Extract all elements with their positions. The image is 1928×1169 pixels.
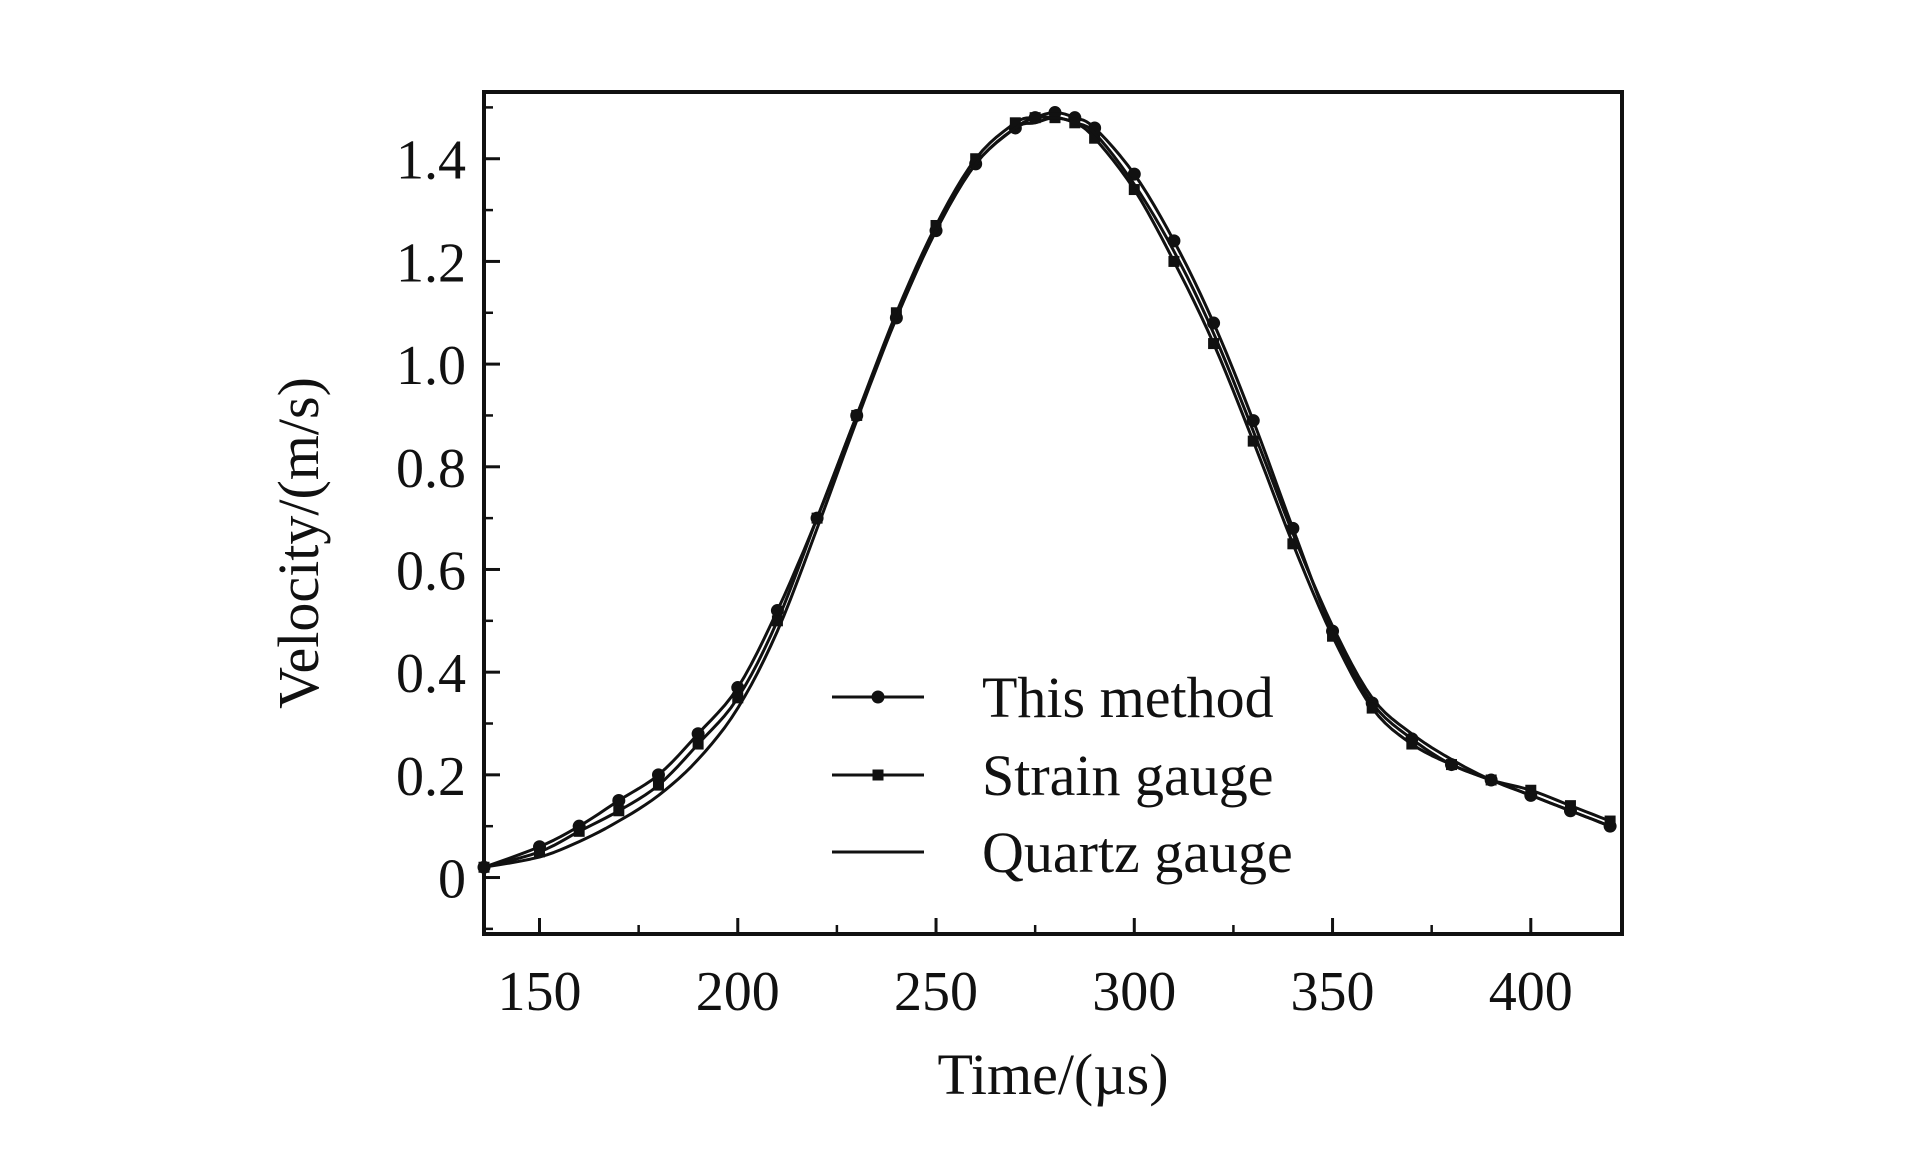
- data-point-square: [811, 512, 823, 524]
- series-quartz-gauge: [483, 116, 1611, 869]
- legend-marker-circle: [871, 690, 885, 704]
- data-point-square: [732, 692, 744, 704]
- data-point-square: [1525, 784, 1537, 796]
- x-tick-label: 300: [1092, 961, 1176, 1023]
- y-axis: 0 0.2 0.4 0.6 0.8 1.0 1.2 1.4: [396, 106, 500, 931]
- data-point-square: [771, 615, 783, 627]
- x-tick-label: 250: [894, 961, 978, 1023]
- x-tick-label: 400: [1489, 961, 1573, 1023]
- x-axis: 150 200 250 300 350 400: [498, 918, 1573, 1023]
- y-tick-label: 1.4: [396, 130, 466, 192]
- x-tick-label: 350: [1291, 961, 1375, 1023]
- plot-frame: [482, 90, 1624, 936]
- data-point-square: [692, 738, 704, 750]
- legend: This method Strain gauge Quartz gauge: [832, 665, 1293, 885]
- data-point-square: [613, 805, 625, 817]
- x-tick-label: 150: [498, 961, 582, 1023]
- data-point-square: [652, 779, 664, 791]
- x-axis-title: Time/(µs): [937, 1042, 1168, 1107]
- data-point-square: [1128, 184, 1140, 196]
- data-point-square: [890, 307, 902, 319]
- y-tick-label: 0.2: [396, 746, 466, 808]
- data-point-circle: [691, 727, 705, 741]
- legend-label: Strain gauge: [982, 743, 1274, 808]
- data-point-square: [970, 153, 982, 165]
- data-point-square: [1604, 815, 1616, 827]
- data-point-square: [1168, 255, 1180, 267]
- y-axis-title: Velocity/(m/s): [266, 377, 331, 709]
- data-point-square: [1287, 538, 1299, 550]
- data-point-square: [1406, 738, 1418, 750]
- data-point-square: [1366, 702, 1378, 714]
- x-tick-label: 200: [696, 961, 780, 1023]
- y-tick-label: 0.6: [396, 540, 466, 602]
- data-point-square: [1247, 435, 1259, 447]
- data-point-square: [930, 219, 942, 231]
- data-point-square: [1327, 630, 1339, 642]
- data-point-circle: [651, 768, 665, 782]
- data-point-square: [573, 825, 585, 837]
- series-line: [483, 116, 1611, 869]
- data-point-square: [1564, 800, 1576, 812]
- legend-label: Quartz gauge: [982, 820, 1293, 885]
- data-point-square: [851, 409, 863, 421]
- legend-marker-square: [872, 769, 884, 781]
- data-point-square: [1089, 132, 1101, 144]
- y-tick-label: 1.2: [396, 232, 466, 294]
- y-tick-label: 0.8: [396, 438, 466, 500]
- data-point-square: [534, 846, 546, 858]
- data-point-square: [1029, 112, 1041, 124]
- y-tick-label: 0.4: [396, 643, 466, 705]
- data-point-square: [1009, 117, 1021, 129]
- legend-label: This method: [982, 665, 1274, 730]
- y-tick-label: 1.0: [396, 335, 466, 397]
- series-layer: [477, 106, 1617, 874]
- data-point-square: [1208, 338, 1220, 350]
- data-point-circle: [612, 794, 626, 808]
- y-tick-label: 0: [438, 849, 466, 911]
- data-point-square: [1445, 759, 1457, 771]
